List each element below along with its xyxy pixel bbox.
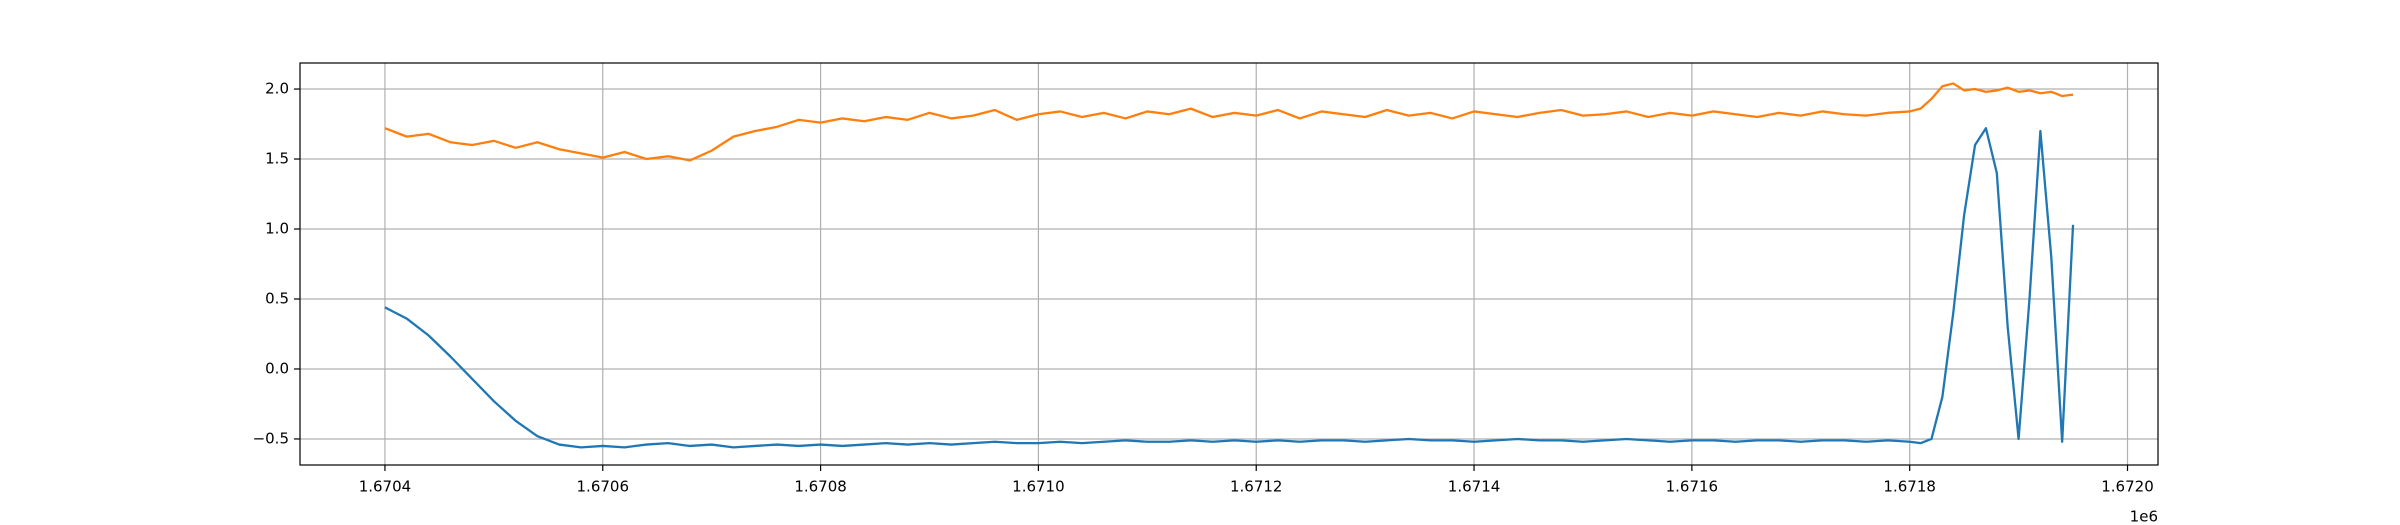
series-line bbox=[384, 82, 2074, 162]
y-tick-label: 0.0 bbox=[265, 359, 289, 377]
y-tick-label: 1.5 bbox=[265, 150, 289, 168]
x-tick-label: 1.6720 bbox=[2101, 478, 2154, 496]
x-tick-label: 1.6714 bbox=[1448, 478, 1501, 496]
x-tick-label: 1.6704 bbox=[359, 478, 412, 496]
x-tick-label: 1.6712 bbox=[1230, 478, 1283, 496]
y-tick-label: 0.5 bbox=[265, 289, 289, 307]
x-tick-label: 1.6708 bbox=[794, 478, 847, 496]
x-offset-label: 1e6 bbox=[2130, 508, 2158, 525]
y-tick-label: 2.0 bbox=[265, 80, 289, 98]
series-line bbox=[384, 127, 2075, 449]
x-tick-label: 1.6716 bbox=[1666, 478, 1719, 496]
x-tick-label: 1.6706 bbox=[577, 478, 630, 496]
y-tick-label: 1.0 bbox=[265, 220, 289, 238]
y-tick-label: −0.5 bbox=[253, 429, 289, 447]
x-tick-label: 1.6710 bbox=[1012, 478, 1065, 496]
x-tick-label: 1.6718 bbox=[1883, 478, 1936, 496]
plot-frame bbox=[299, 62, 2159, 466]
